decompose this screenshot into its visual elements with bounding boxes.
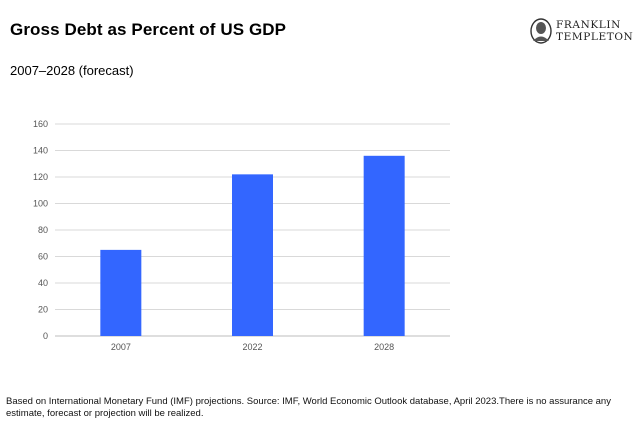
y-tick-label: 60 (38, 252, 48, 262)
logo-line-2: TEMPLETON (556, 31, 634, 43)
x-tick-label: 2007 (111, 342, 131, 352)
bar-2028 (363, 155, 405, 336)
x-tick-label: 2022 (242, 342, 262, 352)
y-tick-label: 140 (33, 146, 48, 156)
y-tick-label: 80 (38, 225, 48, 235)
y-tick-label: 20 (38, 305, 48, 315)
franklin-templeton-logo: FRANKLIN TEMPLETON (530, 18, 634, 44)
x-tick-label: 2028 (374, 342, 394, 352)
logo-wordmark: FRANKLIN TEMPLETON (556, 19, 633, 43)
y-tick-label: 120 (33, 172, 48, 182)
franklin-portrait-icon (530, 18, 552, 44)
y-tick-label: 100 (33, 199, 48, 209)
source-footnote: Based on International Monetary Fund (IM… (6, 396, 611, 419)
bar-2007 (100, 249, 142, 336)
y-tick-label: 40 (38, 278, 48, 288)
chart-subtitle: 2007–2028 (forecast) (10, 63, 134, 78)
logo-line-1: FRANKLIN (556, 19, 621, 31)
bar-2022 (232, 174, 273, 336)
bar-chart: 0 20 40 60 80 100 120 140 160 2007 2022 2028 (33, 119, 450, 352)
y-tick-label: 160 (33, 119, 48, 129)
chart-title: Gross Debt as Percent of US GDP (10, 20, 287, 39)
y-tick-label: 0 (43, 331, 48, 341)
